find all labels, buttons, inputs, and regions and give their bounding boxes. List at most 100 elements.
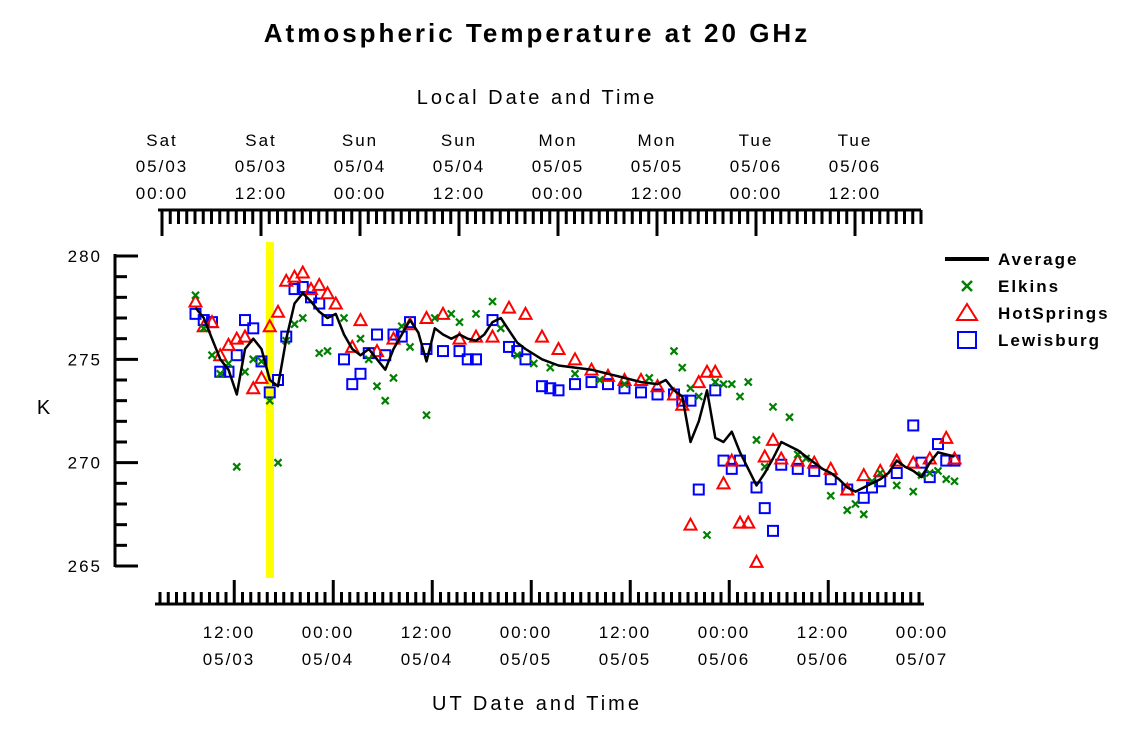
elkins-point [842,505,852,515]
hotsprings-point [682,516,699,531]
bottom-tick-time: 12:00 [797,623,850,642]
elkins-point [727,379,737,389]
elkins-point [248,355,258,364]
elkins-point [570,369,580,379]
legend-hotsprings-swatch [955,302,979,321]
lewisburg-point [461,353,474,366]
elkins-point [389,373,398,383]
lewisburg-point [758,502,771,515]
elkins-point [875,468,885,478]
lewisburg-point [321,314,334,327]
elkins-point [207,350,217,360]
elkins-point [372,381,382,391]
top-tick-time: 12:00 [829,184,882,203]
elkins-point [941,474,951,484]
top-tick-day: Sun [441,131,477,150]
bottom-tick-date: 05/05 [500,650,553,669]
lewisburg-point [635,386,647,399]
lewisburg-point [857,491,870,504]
elkins-point [380,396,390,405]
elkins-point [265,396,275,405]
hotsprings-point [534,328,550,343]
lewisburg-point [692,483,705,496]
top-tick-date: 05/05 [631,157,684,176]
hotsprings-point [567,351,583,366]
lewisburg-point [552,384,565,397]
top-tick-day: Mon [538,131,577,150]
elkins-point [488,297,497,306]
bottom-tick-time: 00:00 [302,623,355,642]
legend: Average Elkins HotSprings Lewisburg [945,250,1110,350]
hotsprings-point [262,318,278,333]
elkins-point [925,468,935,478]
lewisburg-point [239,314,251,327]
elkins-point [669,346,679,356]
elkins-point [512,350,522,360]
bottom-tick-time: 00:00 [896,623,949,642]
hotsprings-point [451,330,468,345]
top-tick-time: 12:00 [631,184,684,203]
elkins-point [735,392,745,401]
hotsprings-point [856,466,872,482]
hotsprings-point [245,380,261,395]
elkins-point [768,402,778,412]
elkins-point [620,379,629,389]
hotsprings-point [757,448,773,463]
hotsprings-point [699,363,715,378]
top-tick-time: 00:00 [334,184,387,203]
elkins-point [702,530,712,540]
lewisburg-point [602,378,614,391]
hotsprings-point [732,514,748,529]
hotsprings-point [748,553,765,568]
lewisburg-point [709,384,722,397]
hotsprings-point [649,378,666,393]
top-tick-date: 05/03 [136,157,189,176]
left-axis: 280 275 270 265 [68,247,138,576]
bottom-tick-date: 05/04 [401,650,454,669]
hotsprings-point [773,450,789,465]
y-tick-label: 270 [68,454,102,473]
elkins-point [356,334,365,343]
lewisburg-point [684,394,697,407]
hotsprings-point [889,452,905,467]
lewisburg-point [791,462,804,475]
series-average [194,291,955,493]
elkins-point [859,510,869,519]
bottom-tick-date: 05/03 [203,650,256,669]
bottom-tick-time: 00:00 [500,623,553,642]
lewisburg-point [767,524,779,537]
bottom-tick-time: 12:00 [203,623,256,642]
legend-hotsprings-label: HotSprings [998,304,1110,323]
top-axis: Sat 05/03 00:00 Sat 05/03 12:00 Sun 05/04 00:00 S… [136,131,923,236]
elkins-point [644,373,654,383]
elkins-point [595,375,605,385]
lewisburg-point [544,382,557,395]
bottom-tick-time: 12:00 [599,623,652,642]
lewisburg-point [453,345,466,358]
elkins-point [446,309,456,319]
elkins-point [752,435,761,445]
hotsprings-point [550,340,567,355]
hotsprings-point [790,452,806,467]
y-axis-title: K [37,397,53,419]
bottom-tick-date: 05/06 [797,650,850,669]
elkins-point [719,379,728,389]
hotsprings-point [369,342,385,358]
lewisburg-point [371,328,383,341]
bottom-tick-date: 05/04 [302,650,355,669]
hotsprings-point [501,299,517,314]
lewisburg-point [247,322,260,335]
series-hotsprings [187,264,963,568]
lewisburg-point [346,378,359,391]
lewisburg-point [725,462,738,475]
elkins-point [314,348,324,358]
hotsprings-point [946,450,963,465]
hotsprings-point [691,373,707,389]
elkins-point [215,369,225,379]
y-tick-label: 280 [68,247,102,266]
y-tick-label: 265 [68,557,102,576]
bottom-tick-time: 00:00 [698,623,751,642]
lewisburg-point [585,376,598,389]
elkins-point [191,290,200,300]
